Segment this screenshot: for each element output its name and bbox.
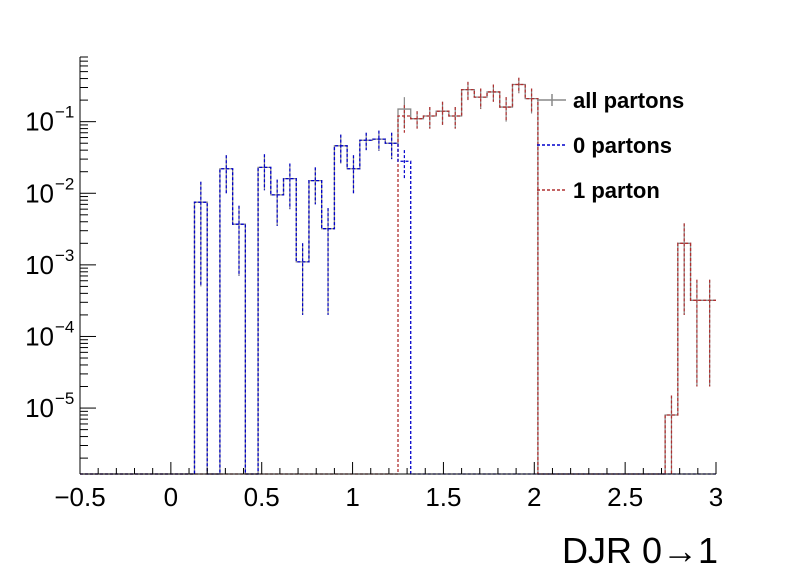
legend-label: 1 parton bbox=[573, 178, 660, 203]
y-tick-label: 10 bbox=[25, 250, 54, 280]
x-tick-label: 0.5 bbox=[244, 482, 280, 512]
x-tick-label: 1.5 bbox=[425, 482, 461, 512]
y-tick-label: 10 bbox=[25, 393, 54, 423]
y-tick-exponent: −1 bbox=[55, 103, 74, 122]
x-tick-label: 2.5 bbox=[607, 482, 643, 512]
x-tick-label: 0 bbox=[164, 482, 178, 512]
x-tick-label: 1 bbox=[345, 482, 359, 512]
legend-label: all partons bbox=[573, 88, 684, 113]
series-0-partons bbox=[80, 130, 716, 475]
y-tick-label: 10 bbox=[25, 107, 54, 137]
x-axis-label: DJR 0→1 bbox=[562, 530, 718, 571]
y-tick-exponent: −2 bbox=[55, 174, 74, 193]
x-tick-label: 2 bbox=[527, 482, 541, 512]
legend: all partons 0 partons 1 parton bbox=[537, 88, 684, 203]
x-tick-label: −0.5 bbox=[54, 482, 105, 512]
legend-label: 0 partons bbox=[573, 133, 672, 158]
y-tick-exponent: −4 bbox=[55, 317, 74, 336]
x-tick-label: 3 bbox=[709, 482, 723, 512]
y-tick-label: 10 bbox=[25, 321, 54, 351]
y-tick-exponent: −5 bbox=[55, 389, 74, 408]
y-tick-label: 10 bbox=[25, 178, 54, 208]
y-tick-exponent: −3 bbox=[55, 246, 74, 265]
axes-group: −0.5 0 0.5 1 1.5 2 2.5 310−510−410−310−210−1 bbox=[25, 56, 723, 512]
